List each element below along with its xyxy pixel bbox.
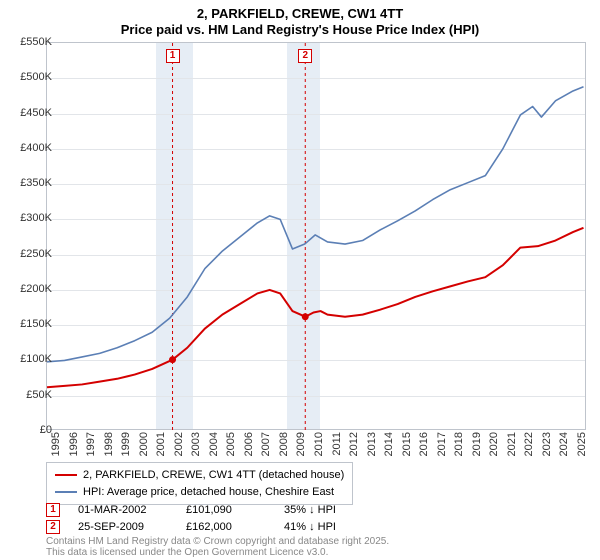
x-axis-label: 2022: [523, 432, 535, 462]
y-axis-label: £350K: [8, 177, 52, 189]
legend: 2, PARKFIELD, CREWE, CW1 4TT (detached h…: [46, 462, 353, 505]
legend-label-price: 2, PARKFIELD, CREWE, CW1 4TT (detached h…: [83, 467, 344, 484]
x-axis-label: 1997: [85, 432, 97, 462]
x-axis-label: 2010: [313, 432, 325, 462]
transaction-diff: 41% ↓ HPI: [284, 519, 374, 536]
transactions-table: 1 01-MAR-2002 £101,090 35% ↓ HPI 2 25-SE…: [46, 502, 374, 535]
transaction-row: 1 01-MAR-2002 £101,090 35% ↓ HPI: [46, 502, 374, 519]
x-axis-label: 2023: [541, 432, 553, 462]
x-axis-label: 2005: [225, 432, 237, 462]
y-axis-label: £50K: [8, 389, 52, 401]
x-axis-label: 2004: [208, 432, 220, 462]
x-axis-label: 2003: [190, 432, 202, 462]
y-axis-label: £250K: [8, 248, 52, 260]
y-axis-label: £200K: [8, 283, 52, 295]
x-axis-label: 2006: [243, 432, 255, 462]
legend-swatch-price: [55, 474, 77, 476]
x-axis-label: 2008: [278, 432, 290, 462]
transaction-price: £101,090: [186, 502, 266, 519]
x-axis-label: 2019: [471, 432, 483, 462]
x-axis-label: 1998: [103, 432, 115, 462]
attribution: Contains HM Land Registry data © Crown c…: [46, 536, 389, 558]
title-block: 2, PARKFIELD, CREWE, CW1 4TT Price paid …: [0, 0, 600, 37]
x-axis-label: 1999: [120, 432, 132, 462]
x-axis-label: 1995: [50, 432, 62, 462]
transaction-marker-1: 1: [46, 503, 60, 517]
x-axis-label: 2021: [506, 432, 518, 462]
x-axis-label: 2013: [366, 432, 378, 462]
y-axis-label: £0: [8, 424, 52, 436]
y-axis-label: £500K: [8, 71, 52, 83]
y-axis-label: £400K: [8, 142, 52, 154]
y-axis-label: £150K: [8, 318, 52, 330]
x-axis-label: 2018: [453, 432, 465, 462]
x-axis-label: 2012: [348, 432, 360, 462]
x-axis-label: 2007: [260, 432, 272, 462]
x-axis-label: 2025: [576, 432, 588, 462]
chart-container: 2, PARKFIELD, CREWE, CW1 4TT Price paid …: [0, 0, 600, 560]
x-axis-label: 2000: [138, 432, 150, 462]
legend-swatch-hpi: [55, 491, 77, 493]
y-axis-label: £450K: [8, 107, 52, 119]
chart-marker-box: 2: [298, 49, 312, 63]
title-line1: 2, PARKFIELD, CREWE, CW1 4TT: [0, 6, 600, 22]
transaction-date: 01-MAR-2002: [78, 502, 168, 519]
transaction-date: 25-SEP-2009: [78, 519, 168, 536]
x-axis-label: 2017: [436, 432, 448, 462]
x-axis-label: 2024: [558, 432, 570, 462]
x-axis-label: 1996: [68, 432, 80, 462]
legend-label-hpi: HPI: Average price, detached house, Ches…: [83, 484, 334, 501]
y-axis-label: £300K: [8, 212, 52, 224]
legend-row-price: 2, PARKFIELD, CREWE, CW1 4TT (detached h…: [55, 467, 344, 484]
transaction-row: 2 25-SEP-2009 £162,000 41% ↓ HPI: [46, 519, 374, 536]
transaction-diff: 35% ↓ HPI: [284, 502, 374, 519]
x-axis-label: 2014: [383, 432, 395, 462]
x-axis-label: 2016: [418, 432, 430, 462]
x-axis-label: 2002: [173, 432, 185, 462]
x-axis-label: 2001: [155, 432, 167, 462]
attribution-line2: This data is licensed under the Open Gov…: [46, 547, 389, 558]
y-axis-label: £550K: [8, 36, 52, 48]
chart-plot-area: 12: [46, 42, 586, 430]
x-axis-label: 2011: [331, 432, 343, 462]
x-axis-label: 2009: [295, 432, 307, 462]
chart-marker-box: 1: [166, 49, 180, 63]
transaction-price: £162,000: [186, 519, 266, 536]
title-line2: Price paid vs. HM Land Registry's House …: [0, 22, 600, 38]
x-axis-label: 2020: [488, 432, 500, 462]
transaction-marker-2: 2: [46, 520, 60, 534]
chart-svg: [47, 43, 585, 429]
x-axis-label: 2015: [401, 432, 413, 462]
y-axis-label: £100K: [8, 353, 52, 365]
legend-row-hpi: HPI: Average price, detached house, Ches…: [55, 484, 344, 501]
attribution-line1: Contains HM Land Registry data © Crown c…: [46, 536, 389, 547]
